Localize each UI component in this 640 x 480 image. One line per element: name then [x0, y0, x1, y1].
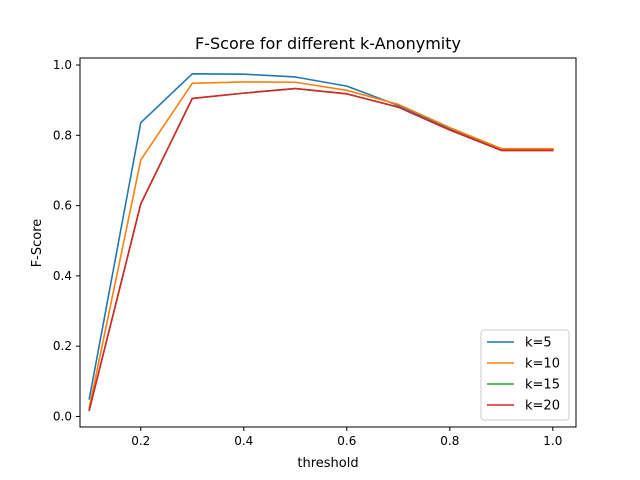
x-tick-label: 1.0: [543, 434, 562, 448]
plot-frame: [79, 57, 577, 428]
legend-box: [480, 329, 570, 421]
series-line-k-20: [88, 87, 554, 412]
y-axis: 0.0 0.2 0.4 0.6 0.8 1.0: [53, 58, 80, 423]
chart-title: F-Score for different k-Anonymity: [195, 34, 461, 53]
legend-label: k=5: [525, 336, 552, 351]
x-tick-label: 0.6: [337, 434, 356, 448]
x-axis: 0.2 0.4 0.6 0.8 1.0: [131, 427, 562, 448]
x-axis-label: threshold: [297, 456, 358, 471]
y-tick-label: 0.0: [53, 409, 72, 423]
series-line-k-10: [88, 81, 554, 409]
y-tick-label: 1.0: [53, 58, 72, 72]
series-line-k-5: [88, 73, 554, 400]
legend: k=5 k=10 k=15 k=20: [480, 329, 570, 421]
x-tick-label: 0.2: [131, 434, 150, 448]
y-tick-label: 0.6: [53, 199, 72, 213]
legend-label: k=20: [525, 399, 560, 414]
y-tick-label: 0.4: [53, 269, 72, 283]
y-tick-label: 0.2: [53, 339, 72, 353]
y-tick-label: 0.8: [53, 128, 72, 142]
plot-area: 0.2 0.4 0.6 0.8 1.0 0.0 0.2 0.4 0.6 0.8 1.0: [53, 57, 577, 448]
x-tick-label: 0.8: [440, 434, 459, 448]
legend-label: k=15: [525, 378, 560, 393]
y-axis-label: F-Score: [30, 219, 45, 268]
x-tick-label: 0.4: [234, 434, 253, 448]
legend-label: k=10: [525, 357, 560, 372]
series-layer: [88, 73, 554, 412]
